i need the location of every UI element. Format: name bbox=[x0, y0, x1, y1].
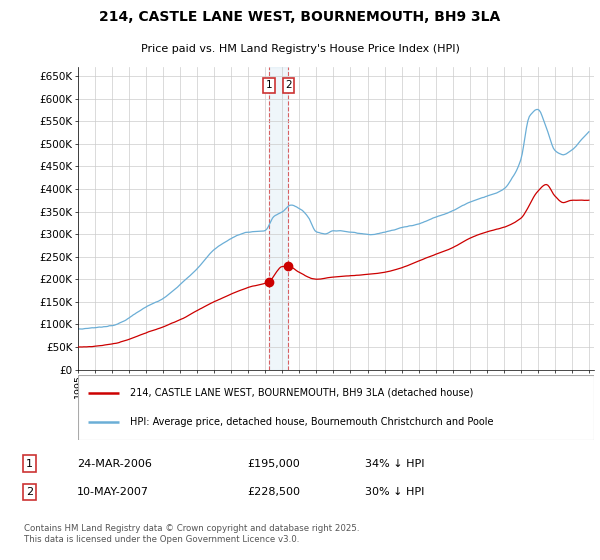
Text: 1: 1 bbox=[266, 80, 272, 90]
Text: 2: 2 bbox=[285, 80, 292, 90]
Text: 214, CASTLE LANE WEST, BOURNEMOUTH, BH9 3LA: 214, CASTLE LANE WEST, BOURNEMOUTH, BH9 … bbox=[100, 10, 500, 24]
Text: 2: 2 bbox=[26, 487, 33, 497]
FancyBboxPatch shape bbox=[78, 375, 594, 440]
Text: 30% ↓ HPI: 30% ↓ HPI bbox=[365, 487, 424, 497]
Text: 34% ↓ HPI: 34% ↓ HPI bbox=[365, 459, 424, 469]
Text: Contains HM Land Registry data © Crown copyright and database right 2025.
This d: Contains HM Land Registry data © Crown c… bbox=[24, 524, 359, 544]
Text: Price paid vs. HM Land Registry's House Price Index (HPI): Price paid vs. HM Land Registry's House … bbox=[140, 44, 460, 54]
Text: £195,000: £195,000 bbox=[247, 459, 300, 469]
Text: £228,500: £228,500 bbox=[247, 487, 300, 497]
Text: 24-MAR-2006: 24-MAR-2006 bbox=[77, 459, 152, 469]
Text: 1: 1 bbox=[26, 459, 33, 469]
Text: HPI: Average price, detached house, Bournemouth Christchurch and Poole: HPI: Average price, detached house, Bour… bbox=[130, 417, 493, 427]
Bar bbox=[269, 67, 289, 370]
Text: 10-MAY-2007: 10-MAY-2007 bbox=[77, 487, 149, 497]
Text: 214, CASTLE LANE WEST, BOURNEMOUTH, BH9 3LA (detached house): 214, CASTLE LANE WEST, BOURNEMOUTH, BH9 … bbox=[130, 388, 473, 398]
